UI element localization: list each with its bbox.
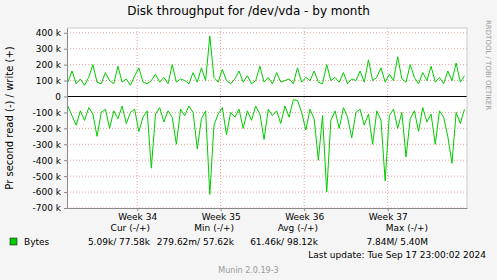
grid-line: [387, 28, 388, 208]
x-tick-mark: [388, 208, 389, 211]
x-axis: Week 34 Week 35 Week 36 Week 37: [68, 208, 468, 222]
grid-line: [220, 28, 221, 208]
x-tick-label: Week 35: [202, 212, 241, 222]
y-tick-label: -100 k: [33, 108, 62, 118]
y-tick: -700 k: [33, 203, 68, 213]
background: [0, 0, 497, 280]
y-tick-mark: [64, 128, 67, 129]
legend-value: 5.09k/ 77.58k: [88, 237, 151, 247]
legend-header: Cur (-/+): [111, 223, 150, 233]
grid: [67, 28, 467, 208]
x-tick: Week 34: [118, 208, 157, 222]
y-tick-label: -400 k: [33, 156, 62, 166]
y-tick-label: -600 k: [33, 187, 62, 197]
y-tick: 100 k: [36, 76, 67, 86]
y-tick: -400 k: [33, 156, 68, 166]
y-tick-mark: [64, 192, 67, 193]
plot-area: [67, 28, 467, 208]
x-tick-label: Week 36: [285, 212, 324, 222]
y-tick: 200 k: [36, 60, 67, 70]
y-tick: -100 k: [33, 108, 68, 118]
x-tick-label: Week 37: [369, 212, 408, 222]
y-tick-mark: [64, 176, 67, 177]
y-tick-label: 100 k: [36, 76, 62, 86]
y-tick-label: -500 k: [33, 172, 62, 182]
y-tick-mark: [64, 144, 67, 145]
legend-value: 7.84M/ 5.40M: [366, 237, 428, 247]
grid-line: [67, 32, 467, 33]
y-axis-line: [67, 29, 68, 209]
y-tick: -600 k: [33, 187, 68, 197]
legend-header: Min (-/+): [194, 223, 234, 233]
legend-header: Max (-/+): [386, 223, 428, 233]
y-tick: -300 k: [33, 140, 68, 150]
x-tick-mark: [137, 208, 138, 211]
y-tick-mark: [64, 81, 67, 82]
x-tick-mark: [304, 208, 305, 211]
y-tick-label: -200 k: [33, 124, 62, 134]
legend-value: 279.62m/ 57.62k: [157, 237, 235, 247]
y-tick-mark: [64, 112, 67, 113]
y-tick: 400 k: [36, 28, 67, 38]
y-tick: -200 k: [33, 124, 68, 134]
series-line: [68, 100, 465, 195]
title: Disk throughput for /dev/vda - by month: [127, 4, 370, 18]
x-tick: Week 35: [202, 208, 241, 222]
grid-line: [67, 48, 467, 49]
zero-line: [67, 96, 467, 97]
y-tick-label: 300 k: [36, 44, 62, 54]
x-axis-line: [68, 208, 468, 209]
y-tick: 300 k: [36, 44, 67, 54]
plot-frame: [467, 28, 468, 208]
y-tick: -500 k: [33, 172, 68, 182]
y-tick-label: 400 k: [36, 28, 62, 38]
y-tick-mark: [64, 160, 67, 161]
grid-line: [67, 128, 467, 129]
grid-line: [67, 208, 467, 209]
grid-line: [67, 192, 467, 193]
y-tick-mark: [64, 33, 67, 34]
y-tick-mark: [64, 65, 67, 66]
legend-swatch: [10, 238, 17, 245]
x-tick: Week 37: [369, 208, 408, 222]
footer: Munin 2.0.19-3: [218, 266, 278, 275]
series-group: [68, 36, 465, 194]
chart: 400 k 300 k 200 k 100 k 0 -100 k -200 k -300 k -…: [0, 0, 497, 280]
grid-line: [304, 28, 305, 208]
last-update: Last update: Tue Sep 17 23:00:02 2024: [308, 250, 486, 260]
grid-line: [67, 176, 467, 177]
y-axis-title: Pr second read (-) / write (+): [4, 46, 15, 189]
y-tick-mark: [64, 96, 67, 97]
y-tick-label: 0: [55, 92, 61, 102]
grid-line: [137, 28, 138, 208]
x-tick-mark: [221, 208, 222, 211]
y-tick-label: -700 k: [33, 203, 62, 213]
series-line: [68, 36, 465, 85]
legend-header: Avg (-/+): [278, 223, 318, 233]
grid-line: [67, 112, 467, 113]
y-tick-label: 200 k: [36, 60, 62, 70]
y-tick-mark: [64, 208, 67, 209]
watermark: RRDTOOL / TOBI OETIKER: [484, 20, 492, 110]
y-tick-mark: [64, 49, 67, 50]
grid-line: [67, 160, 467, 161]
y-axis: 400 k 300 k 200 k 100 k 0 -100 k -200 k -300 k -…: [33, 28, 68, 213]
y-tick-label: -300 k: [33, 140, 62, 150]
x-tick-label: Week 34: [118, 212, 157, 222]
x-tick: Week 36: [285, 208, 324, 222]
plot-frame: [67, 28, 467, 29]
grid-line: [67, 64, 467, 65]
y-tick: 0: [55, 92, 67, 102]
legend-label: Bytes: [24, 237, 50, 247]
legend-value: 61.46k/ 98.12k: [250, 237, 319, 247]
